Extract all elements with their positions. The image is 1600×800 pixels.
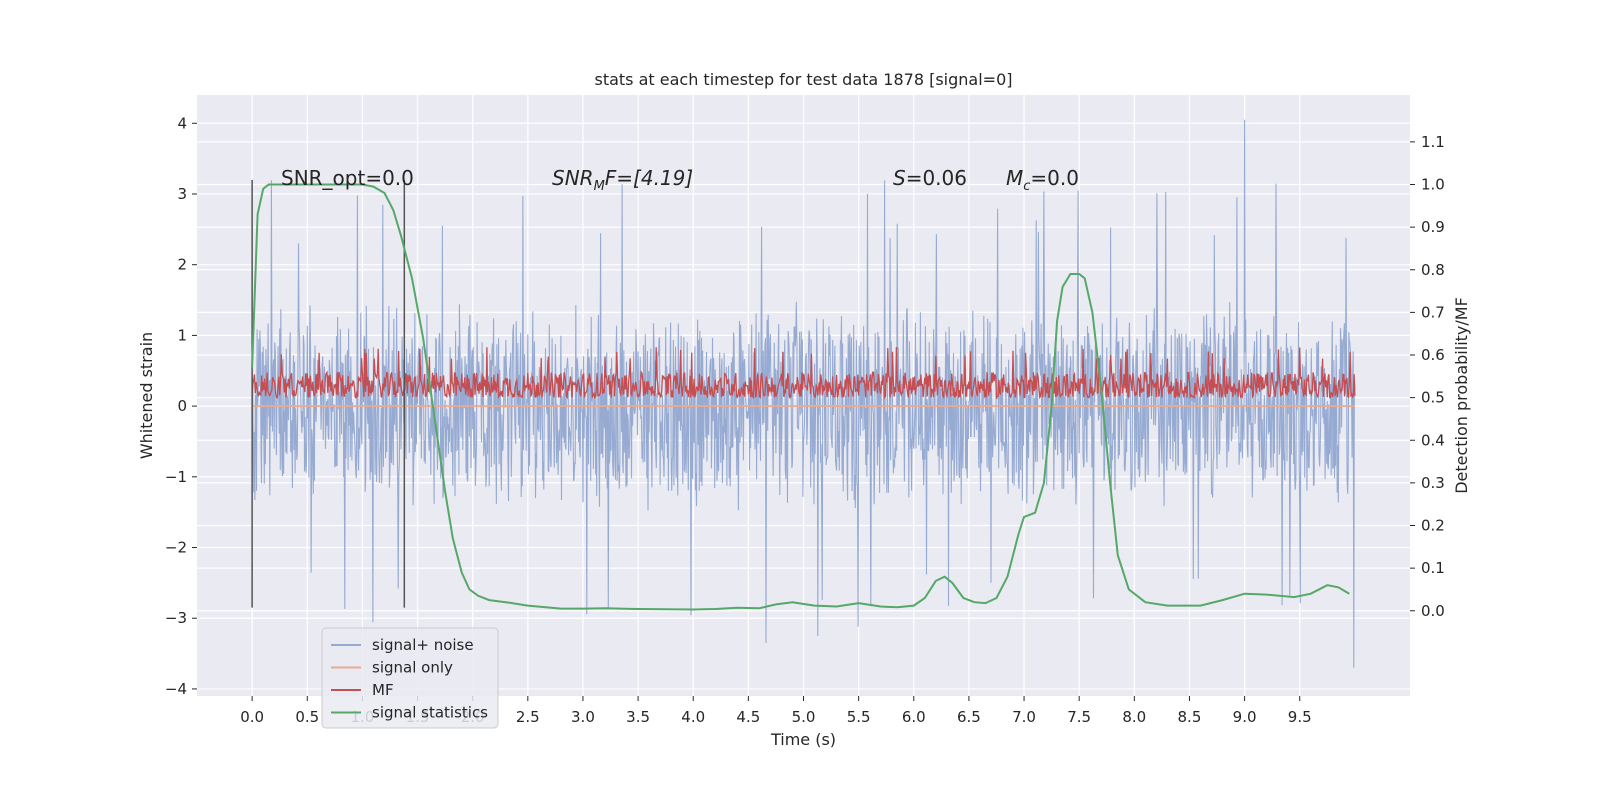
y-tick-label: −3 [165, 609, 187, 627]
y2-tick-label: 0.3 [1421, 474, 1445, 492]
x-tick-label: 9.5 [1288, 708, 1312, 726]
annotation-s: S=0.06 [893, 166, 967, 190]
y-tick-label: −2 [165, 539, 187, 557]
x-tick-label: 3.0 [571, 708, 595, 726]
x-tick-label: 9.0 [1233, 708, 1257, 726]
y-axis-label: Whitened strain [137, 332, 156, 459]
x-tick-label: 8.0 [1122, 708, 1146, 726]
y-tick-label: 0 [177, 397, 187, 415]
y-tick-label: −1 [165, 468, 187, 486]
x-tick-label: 4.5 [736, 708, 760, 726]
mc-symbol: M [1006, 166, 1023, 190]
y2-tick-label: 0.9 [1421, 218, 1445, 236]
x-tick-label: 3.5 [626, 708, 650, 726]
x-tick-label: 4.0 [681, 708, 705, 726]
y-tick-label: −4 [165, 680, 187, 698]
y2-axis-label: Detection probability/MF [1452, 297, 1471, 494]
y2-tick-label: 1.0 [1421, 176, 1445, 194]
y-tick-label: 1 [177, 326, 187, 344]
legend-box [321, 627, 499, 729]
y2-tick-label: 0.2 [1421, 517, 1445, 535]
legend-label: MF [372, 681, 394, 699]
series-mf-line [251, 346, 1356, 400]
annotation-mc: Mc=0.0 [1006, 166, 1079, 194]
annotation-snr-opt: SNR_opt=0.0 [281, 166, 414, 190]
y-tick-label: 2 [177, 256, 187, 274]
x-tick-label: 8.5 [1178, 708, 1202, 726]
x-tick-label: 5.0 [792, 708, 816, 726]
y2-tick-label: 1.1 [1421, 133, 1445, 151]
s-symbol: S [893, 166, 906, 190]
series-signal-noise-line [251, 119, 1356, 668]
chart-title: stats at each timestep for test data 187… [594, 70, 1012, 89]
x-tick-label: 5.5 [847, 708, 871, 726]
snr-mf-value: F=[4.19] [605, 166, 693, 190]
x-tick-label: 2.5 [516, 708, 540, 726]
y2-tick-label: 0.8 [1421, 261, 1445, 279]
annotation-snr-mf: SNRMF=[4.19] [552, 166, 693, 194]
legend-label: signal+ noise [372, 636, 474, 654]
snr-mf-symbol: SNR [552, 166, 594, 190]
y2-tick-label: 0.0 [1421, 602, 1445, 620]
s-value: =0.06 [906, 166, 967, 190]
y2-tick-label: 0.1 [1421, 559, 1445, 577]
series-layer [251, 119, 1356, 668]
x-tick-label: 0.0 [240, 708, 264, 726]
x-axis-label: Time (s) [770, 730, 836, 749]
y2-tick-label: 0.7 [1421, 303, 1445, 321]
y-tick-label: 4 [177, 114, 187, 132]
legend: signal+ noise signal only MF signal statist… [321, 627, 499, 729]
legend-label: signal statistics [372, 704, 488, 722]
x-tick-label: 6.5 [957, 708, 981, 726]
x-tick-label: 7.5 [1067, 708, 1091, 726]
mc-subscript: c [1023, 179, 1030, 194]
y2-tick-label: 0.4 [1421, 431, 1445, 449]
x-tick-label: 6.0 [902, 708, 926, 726]
x-tick-label: 0.5 [295, 708, 319, 726]
y-tick-label: 3 [177, 185, 187, 203]
y2-tick-label: 0.6 [1421, 346, 1445, 364]
mc-value: =0.0 [1030, 166, 1079, 190]
snr-mf-subscript: M [594, 179, 605, 194]
y2-tick-label: 0.5 [1421, 389, 1445, 407]
x-tick-label: 7.0 [1012, 708, 1036, 726]
legend-label: signal only [372, 659, 453, 677]
series-signal-statistics-line [251, 183, 1350, 611]
